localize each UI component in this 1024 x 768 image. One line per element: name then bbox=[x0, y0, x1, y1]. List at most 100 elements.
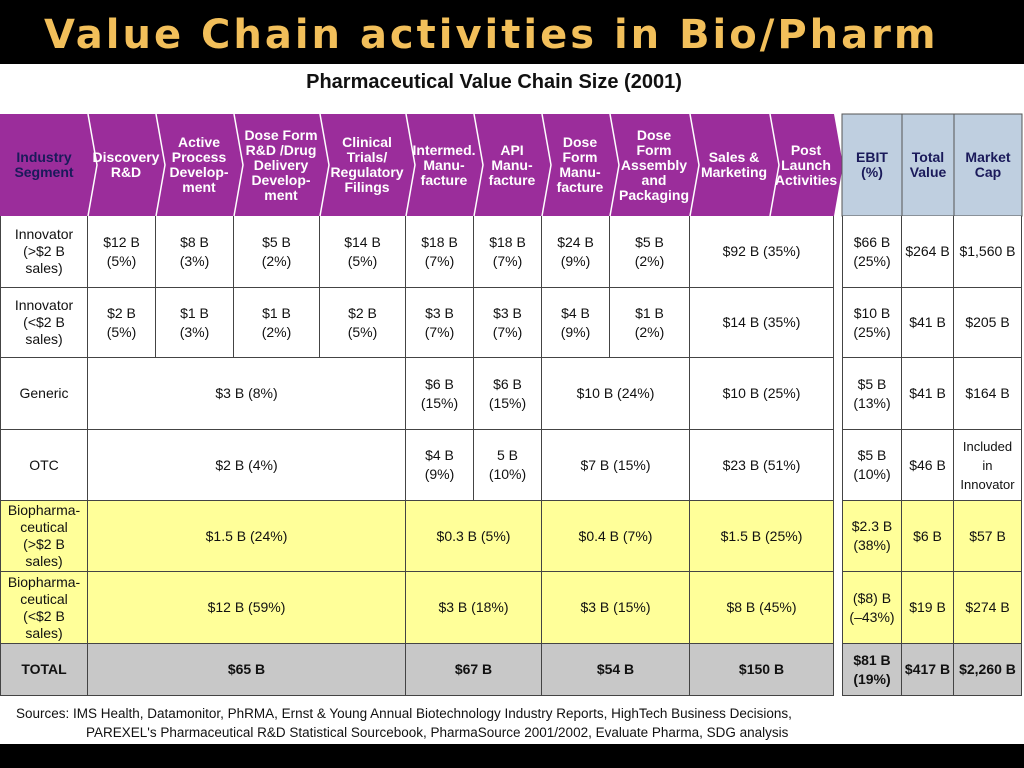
slide-title: Value Chain activities in Bio/Pharm bbox=[44, 12, 939, 58]
value-cell: $3 B (7%) bbox=[474, 288, 542, 358]
value-cell: $2 B (4%) bbox=[88, 430, 406, 501]
chevron-divider bbox=[319, 113, 330, 217]
summary-cell: $5 B (13%) bbox=[842, 358, 902, 430]
value-cell: $0.3 B (5%) bbox=[406, 501, 542, 572]
segment-label: Biopharma- ceutical (<$2 B sales) bbox=[0, 572, 88, 644]
stage-header: Dose Form Manu- facture bbox=[556, 134, 604, 195]
chevron-divider bbox=[405, 113, 416, 217]
value-cell: $6 B (15%) bbox=[474, 358, 542, 430]
segment-label: Biopharma- ceutical (>$2 B sales) bbox=[0, 501, 88, 572]
stage-header: Discovery R&D bbox=[92, 149, 160, 180]
segment-label: TOTAL bbox=[0, 644, 88, 696]
summary-cell: $19 B bbox=[902, 572, 954, 644]
value-cell: $54 B bbox=[542, 644, 690, 696]
value-cell: $2 B (5%) bbox=[320, 288, 406, 358]
value-cell: 5 B (10%) bbox=[474, 430, 542, 501]
value-cell: $67 B bbox=[406, 644, 542, 696]
summary-cell: $6 B bbox=[902, 501, 954, 572]
value-cell: $65 B bbox=[88, 644, 406, 696]
value-cell: $7 B (15%) bbox=[542, 430, 690, 501]
stage-header: API Manu- facture bbox=[488, 141, 536, 188]
value-cell: $92 B (35%) bbox=[690, 216, 834, 288]
segment-header: Industry Segment bbox=[14, 149, 74, 180]
sources-line-1: Sources: IMS Health, Datamonitor, PhRMA,… bbox=[16, 706, 792, 721]
chevron-divider bbox=[155, 113, 166, 217]
stage-header: Sales & Marketing bbox=[700, 149, 768, 180]
sources-line-2: PAREXEL's Pharmaceutical R&D Statistical… bbox=[86, 725, 789, 740]
summary-cell: $57 B bbox=[954, 501, 1022, 572]
value-cell: $12 B (5%) bbox=[88, 216, 156, 288]
stage-header: Intermed. Manu- facture bbox=[412, 141, 476, 188]
stage-header-band bbox=[0, 114, 843, 216]
value-cell: $3 B (7%) bbox=[406, 288, 474, 358]
stage-header: Post Launch Activities bbox=[774, 141, 838, 188]
summary-cell: $2,260 B bbox=[954, 644, 1022, 696]
summary-cell: $5 B (10%) bbox=[842, 430, 902, 501]
chevron-divider bbox=[233, 113, 244, 217]
summary-cell: $41 B bbox=[902, 358, 954, 430]
summary-cell: $274 B bbox=[954, 572, 1022, 644]
value-cell: $8 B (3%) bbox=[156, 216, 234, 288]
header-background bbox=[0, 113, 1023, 217]
summary-cell: $2.3 B (38%) bbox=[842, 501, 902, 572]
segment-label: Innovator (>$2 B sales) bbox=[0, 216, 88, 288]
value-cell: $3 B (15%) bbox=[542, 572, 690, 644]
chevron-divider bbox=[473, 113, 484, 217]
value-cell: $3 B (18%) bbox=[406, 572, 542, 644]
summary-header: Market Cap bbox=[965, 149, 1011, 180]
value-cell: $18 B (7%) bbox=[474, 216, 542, 288]
value-cell: $14 B (5%) bbox=[320, 216, 406, 288]
value-cell: $10 B (24%) bbox=[542, 358, 690, 430]
summary-header: Total Value bbox=[909, 149, 947, 180]
stage-header: Dose Form Assembly and Packaging bbox=[618, 126, 690, 203]
value-cell: $1 B (2%) bbox=[234, 288, 320, 358]
slide-content: Pharmaceutical Value Chain Size (2001) I… bbox=[0, 64, 1024, 744]
value-cell: $24 B (9%) bbox=[542, 216, 610, 288]
summary-cell: $66 B (25%) bbox=[842, 216, 902, 288]
value-cell: $1 B (2%) bbox=[610, 288, 690, 358]
summary-cell: $81 B (19%) bbox=[842, 644, 902, 696]
summary-cell: $417 B bbox=[902, 644, 954, 696]
value-cell: $14 B (35%) bbox=[690, 288, 834, 358]
value-cell: $18 B (7%) bbox=[406, 216, 474, 288]
segment-label: Innovator (<$2 B sales) bbox=[0, 288, 88, 358]
chevron-divider bbox=[689, 113, 700, 217]
value-cell: $0.4 B (7%) bbox=[542, 501, 690, 572]
value-cell: $150 B bbox=[690, 644, 834, 696]
value-chain-table: Industry Segment Discovery R&D Active Proc… bbox=[0, 64, 1024, 744]
chevron-divider bbox=[609, 113, 620, 217]
summary-cell: $264 B bbox=[902, 216, 954, 288]
value-cell: $10 B (25%) bbox=[690, 358, 834, 430]
value-cell: $23 B (51%) bbox=[690, 430, 834, 501]
summary-header: EBIT (%) bbox=[856, 149, 888, 180]
summary-cell: Included in Innovator bbox=[954, 430, 1022, 501]
value-cell: $4 B (9%) bbox=[542, 288, 610, 358]
value-cell: $1.5 B (24%) bbox=[88, 501, 406, 572]
value-cell: $1.5 B (25%) bbox=[690, 501, 834, 572]
value-cell: $5 B (2%) bbox=[234, 216, 320, 288]
sources-note: Sources: IMS Health, Datamonitor, PhRMA,… bbox=[16, 704, 792, 742]
segment-label: Generic bbox=[0, 358, 88, 430]
value-cell: $8 B (45%) bbox=[690, 572, 834, 644]
value-cell: $12 B (59%) bbox=[88, 572, 406, 644]
chevron-divider bbox=[87, 113, 98, 217]
value-cell: $2 B (5%) bbox=[88, 288, 156, 358]
value-cell: $6 B (15%) bbox=[406, 358, 474, 430]
summary-cell: $46 B bbox=[902, 430, 954, 501]
table-title: Pharmaceutical Value Chain Size (2001) bbox=[306, 71, 682, 93]
value-cell: $1 B (3%) bbox=[156, 288, 234, 358]
stage-header: Active Process Develop- ment bbox=[169, 134, 229, 195]
chevron-divider bbox=[541, 113, 552, 217]
summary-cell: ($8) B (–43%) bbox=[842, 572, 902, 644]
summary-cell: $41 B bbox=[902, 288, 954, 358]
stage-header: Dose Form R&D /Drug Delivery Develop- me… bbox=[244, 126, 318, 203]
segment-label: OTC bbox=[0, 430, 88, 501]
summary-cell: $205 B bbox=[954, 288, 1022, 358]
value-cell: $3 B (8%) bbox=[88, 358, 406, 430]
chevron-divider bbox=[769, 113, 780, 217]
summary-cell: $164 B bbox=[954, 358, 1022, 430]
value-cell: $5 B (2%) bbox=[610, 216, 690, 288]
summary-cell: $1,560 B bbox=[954, 216, 1022, 288]
stage-header: Clinical Trials/ Regulatory Filings bbox=[330, 134, 404, 195]
value-cell: $4 B (9%) bbox=[406, 430, 474, 501]
